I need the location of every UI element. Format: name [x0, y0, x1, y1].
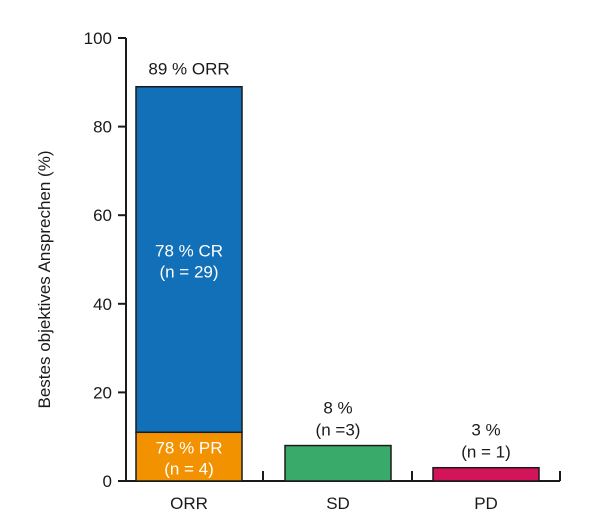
x-tick-label: ORR — [170, 494, 208, 513]
labels-group: 78 % PR (n = 4) 78 % CR (n = 29) 89 % ORR ORR… — [148, 60, 510, 513]
y-tick-label: 80 — [93, 118, 112, 137]
y-tick-label: 0 — [103, 472, 112, 491]
y-tick-label: 40 — [93, 295, 112, 314]
bar-segment-label: 78 % CR — [155, 242, 223, 261]
bar-segment-label: (n = 4) — [164, 460, 214, 479]
y-tick-label: 20 — [93, 383, 112, 402]
bar-top-label: (n =3) — [316, 421, 361, 440]
bar-top-label: 89 % ORR — [148, 60, 229, 79]
x-tick-label: SD — [326, 494, 350, 513]
bar-top-label: 3 % — [471, 421, 500, 440]
x-tick-label: PD — [474, 494, 498, 513]
y-tick-label: 60 — [93, 206, 112, 225]
bar-segment-label: 78 % PR — [155, 439, 222, 458]
bars-group — [135, 85, 540, 482]
bar-pd-pd — [432, 466, 540, 482]
bar-orr-cr — [135, 85, 243, 434]
bar-top-label: 8 % — [323, 399, 352, 418]
bar-orr-pr — [135, 431, 243, 482]
bar-top-label: (n = 1) — [461, 443, 511, 462]
bar-segment-label: (n = 29) — [159, 263, 218, 282]
y-axis-title: Bestes objektives Ansprechen (%) — [35, 151, 54, 409]
y-tick-label: 100 — [84, 29, 112, 48]
bar-sd-sd — [284, 444, 392, 482]
